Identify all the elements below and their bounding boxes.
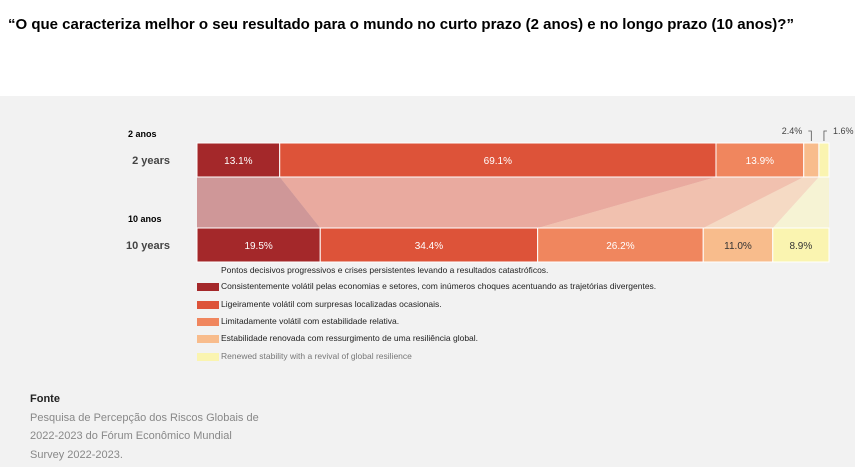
row-label-pt: 10 anos [128, 214, 162, 224]
legend-label: Estabilidade renovada com ressurgimento … [221, 333, 478, 343]
bar-segment [537, 227, 704, 263]
segment-value-label: 11.0% [724, 241, 752, 252]
legend-label: Consistentemente volátil pelas economias… [221, 281, 656, 291]
connector-band [703, 177, 819, 228]
legend-label: Ligeiramente volátil com surpresas local… [221, 299, 442, 309]
segment-value-label: 8.9% [789, 241, 812, 252]
row-label-en: 10 years [126, 240, 170, 252]
segment-value-label: 13.9% [746, 156, 774, 167]
row-label-pt: 2 anos [128, 129, 157, 139]
connector-band [197, 177, 321, 228]
segment-value-label: 69.1% [484, 156, 512, 167]
bar-segment [772, 227, 830, 263]
source-line-2: 2022-2023 do Fórum Econômico Mundial [30, 430, 232, 442]
legend-swatch [197, 301, 219, 309]
source-line-1: Pesquisa de Percepção dos Riscos Globais… [30, 412, 259, 424]
legend-label: Renewed stability with a revival of glob… [221, 351, 412, 361]
row-label-en: 2 years [132, 155, 170, 167]
legend-heading: Pontos decisivos progressivos e crises p… [221, 265, 548, 275]
connector-band [537, 177, 804, 228]
legend-swatch [197, 335, 219, 343]
connector-band [772, 177, 829, 228]
connector-band [279, 177, 716, 228]
bar-segment [196, 227, 321, 263]
legend-swatch [197, 318, 219, 326]
source-title: Fonte [30, 393, 60, 405]
bar-segment [196, 142, 281, 178]
page-title: “O que caracteriza melhor o seu resultad… [8, 16, 794, 33]
legend-swatch [197, 283, 219, 291]
segment-value-label: 19.5% [244, 241, 272, 252]
bar-segment [818, 142, 830, 178]
callout-line [823, 130, 827, 141]
segment-value-label: 13.1% [224, 156, 252, 167]
segment-value-label: 34.4% [415, 241, 443, 252]
bar-segment [319, 227, 539, 263]
callout-value-label: 2.4% [782, 126, 803, 136]
callout-value-label: 1.6% [833, 126, 854, 136]
bar-segment [803, 142, 820, 178]
segment-value-label: 26.2% [606, 241, 634, 252]
legend-swatch [197, 353, 219, 361]
legend-label: Limitadamente volátil com estabilidade r… [221, 316, 399, 326]
source-line-3: Survey 2022-2023. [30, 449, 123, 461]
bar-segment [279, 142, 717, 178]
stacked-bar-chart: 13.1% 69.1% 13.9% 2 anos 2 years 19.5% 34.4% 26… [126, 126, 854, 361]
callout-line [808, 130, 812, 141]
